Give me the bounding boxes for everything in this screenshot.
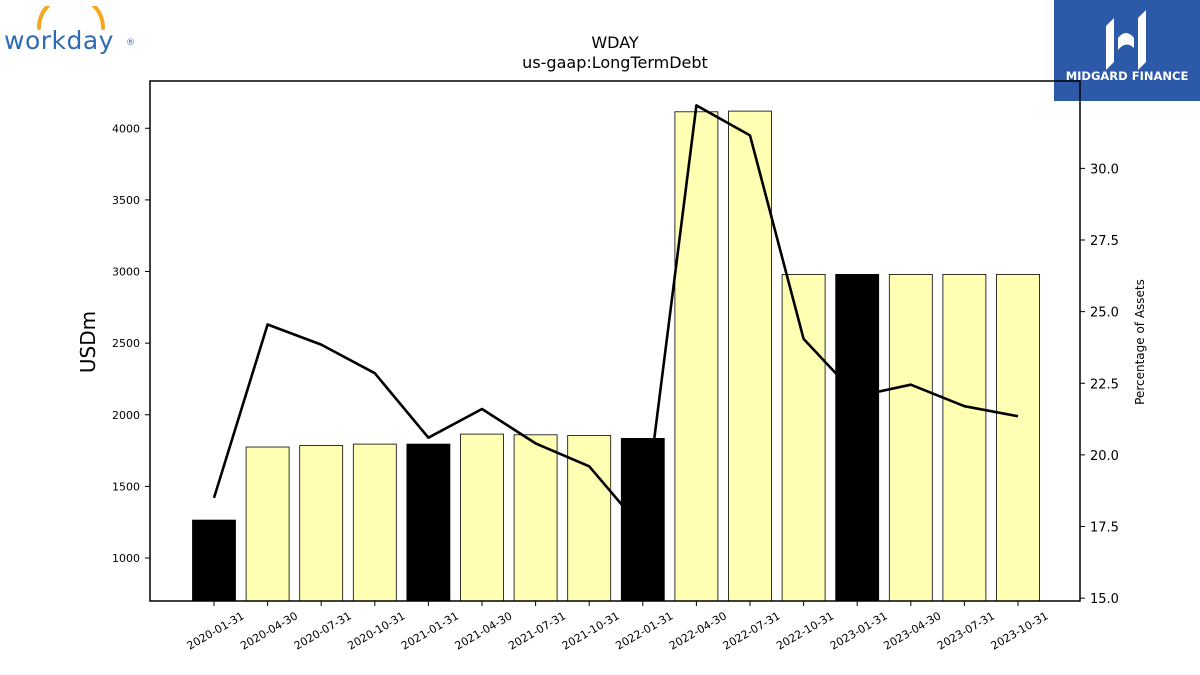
y2-tick-label: 17.5 [1090, 521, 1119, 536]
workday-logo-text: workday [4, 26, 114, 55]
x-tick-label: 2021-07-31 [506, 609, 568, 652]
y2-tick-label: 15.0 [1090, 592, 1119, 607]
bar-2020-01-31 [192, 519, 236, 602]
y-axis-label: USDm [76, 311, 100, 373]
y2-tick-label: 20.0 [1090, 449, 1119, 464]
bar-2023-04-30 [888, 273, 933, 602]
chart-subtitle: us-gaap:LongTermDebt [522, 53, 708, 72]
workday-logo: workday ® [4, 4, 135, 60]
bar-2023-01-31 [835, 273, 880, 602]
x-tick-label: 2023-10-31 [989, 609, 1051, 652]
y-tick-label: 2500 [112, 337, 140, 350]
x-tick-label: 2022-04-30 [667, 609, 729, 652]
bar-2021-01-31 [406, 443, 451, 602]
chart-title: WDAY [591, 33, 639, 52]
x-tick-label: 2021-04-30 [453, 609, 515, 652]
plot-frame [149, 80, 1081, 602]
y-tick-label: 1500 [112, 480, 140, 493]
midgard-finance-logo: MIDGARD FINANCE [1054, 0, 1200, 101]
x-tick-label: 2023-04-30 [881, 609, 943, 652]
midgard-finance-text: MIDGARD FINANCE [1065, 69, 1189, 83]
bar-2023-07-31 [942, 273, 987, 602]
x-tick-label: 2020-04-30 [238, 609, 300, 652]
y2-tick-label: 30.0 [1090, 162, 1119, 177]
line-layer [212, 104, 1019, 531]
x-tick-label: 2020-10-31 [345, 609, 407, 652]
x-tick-label: 2022-01-31 [613, 609, 675, 652]
bar-2020-07-31 [299, 445, 344, 602]
y2-tick-label: 27.5 [1090, 234, 1119, 249]
midgard-emblem-icon [1106, 10, 1146, 70]
workday-arc-icon [37, 6, 105, 30]
x-tick-label: 2022-10-31 [774, 609, 836, 652]
y-tick-label: 1000 [112, 552, 140, 565]
y2-tick-label: 25.0 [1090, 306, 1119, 321]
bar-2022-07-31 [728, 110, 772, 602]
x-tick-label: 2023-01-31 [828, 609, 890, 652]
x-tick-label: 2021-01-31 [399, 609, 461, 652]
bar-2021-04-30 [460, 433, 504, 602]
x-tick-label: 2022-07-31 [721, 609, 783, 652]
y-tick-label: 2000 [112, 409, 140, 422]
x-tick-label: 2020-07-31 [292, 609, 354, 652]
y2-tick-label: 22.5 [1090, 377, 1119, 392]
x-tick-label: 2021-10-31 [560, 609, 622, 652]
bar-2022-10-31 [781, 273, 826, 602]
y2-axis-label: Percentage of Assets [1133, 279, 1147, 405]
x-tick-label: 2020-01-31 [185, 609, 247, 652]
bar-2020-04-30 [245, 446, 290, 602]
bar-2020-10-31 [352, 443, 397, 602]
bar-2021-07-31 [513, 434, 558, 602]
x-tick-label: 2023-07-31 [935, 609, 997, 652]
pct-assets-line [212, 104, 1019, 531]
y-tick-label: 3500 [112, 194, 140, 207]
bars-layer [192, 110, 1040, 602]
y-tick-label: 3000 [112, 266, 140, 279]
bar-2022-04-30 [674, 111, 719, 602]
y-tick-label: 4000 [112, 122, 140, 135]
workday-registered-mark: ® [126, 38, 135, 48]
bar-2023-10-31 [996, 273, 1040, 602]
